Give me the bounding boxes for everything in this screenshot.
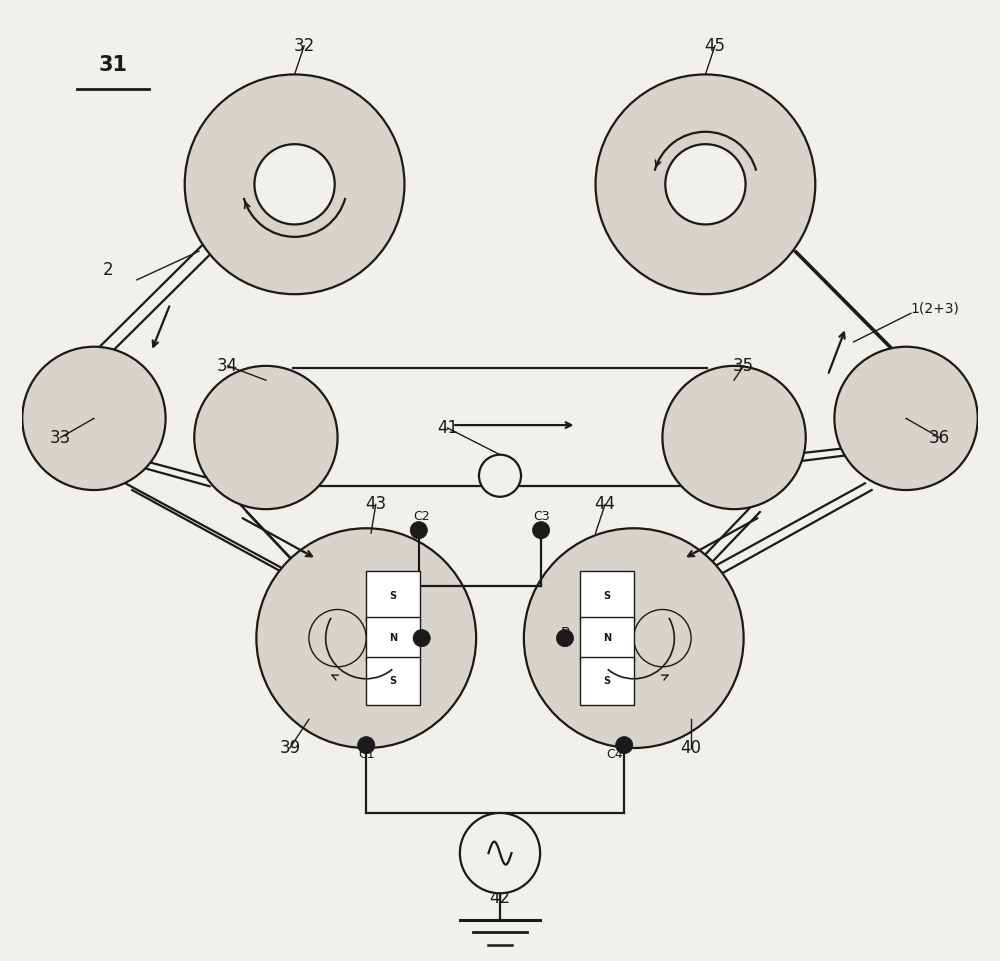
FancyBboxPatch shape	[580, 657, 634, 705]
Text: 41: 41	[437, 419, 458, 437]
Circle shape	[254, 144, 335, 225]
Circle shape	[479, 455, 521, 497]
Circle shape	[665, 144, 746, 225]
Text: 43: 43	[365, 495, 386, 513]
Circle shape	[460, 813, 540, 894]
Text: C4: C4	[606, 749, 623, 761]
Text: 31: 31	[99, 55, 128, 75]
Text: 36: 36	[929, 429, 950, 447]
Circle shape	[556, 629, 574, 647]
Text: N: N	[389, 633, 397, 643]
Circle shape	[616, 736, 633, 753]
Circle shape	[309, 609, 366, 667]
FancyBboxPatch shape	[366, 657, 420, 705]
Text: A: A	[414, 627, 424, 640]
Text: 45: 45	[704, 37, 725, 55]
Text: 2: 2	[103, 261, 114, 280]
Text: 35: 35	[733, 357, 754, 375]
FancyBboxPatch shape	[580, 571, 634, 621]
Text: N: N	[603, 633, 611, 643]
Text: S: S	[603, 591, 611, 602]
FancyBboxPatch shape	[580, 617, 634, 661]
Text: S: S	[603, 677, 611, 686]
Circle shape	[634, 609, 691, 667]
Text: B: B	[560, 627, 570, 640]
Text: 39: 39	[279, 739, 300, 757]
Circle shape	[185, 74, 404, 294]
Circle shape	[22, 347, 166, 490]
Circle shape	[256, 529, 476, 748]
FancyBboxPatch shape	[366, 571, 420, 621]
Text: C3: C3	[533, 510, 549, 524]
Text: 42: 42	[489, 889, 511, 907]
Circle shape	[358, 736, 375, 753]
Text: 40: 40	[681, 739, 702, 757]
Circle shape	[524, 529, 744, 748]
FancyBboxPatch shape	[366, 617, 420, 661]
Text: 44: 44	[595, 495, 616, 513]
Circle shape	[834, 347, 978, 490]
Text: C2: C2	[413, 510, 430, 524]
Circle shape	[413, 629, 430, 647]
Circle shape	[596, 74, 815, 294]
Circle shape	[410, 522, 427, 539]
Circle shape	[194, 366, 338, 509]
Text: S: S	[389, 677, 397, 686]
Text: 34: 34	[217, 357, 238, 375]
Text: 1(2+3): 1(2+3)	[910, 302, 959, 315]
Circle shape	[532, 522, 550, 539]
Text: 32: 32	[294, 37, 315, 55]
Text: 33: 33	[50, 429, 71, 447]
Text: S: S	[389, 591, 397, 602]
Circle shape	[662, 366, 806, 509]
Text: C1: C1	[358, 749, 375, 761]
